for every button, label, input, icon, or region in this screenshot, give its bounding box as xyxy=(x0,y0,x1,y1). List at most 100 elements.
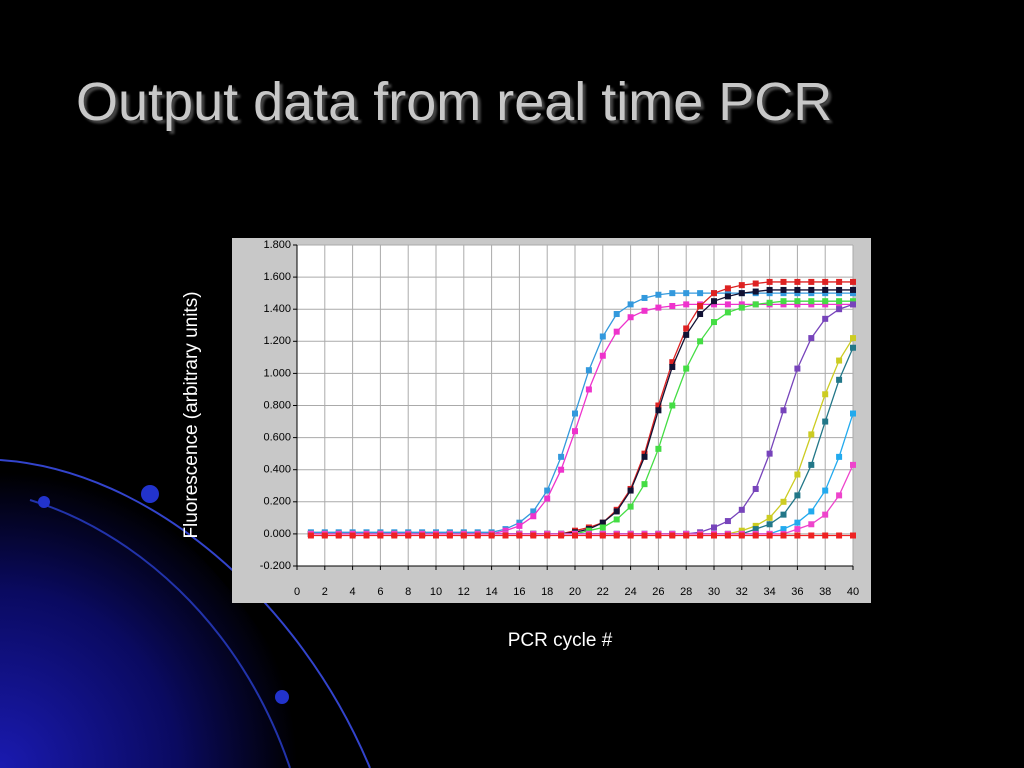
data-point xyxy=(683,301,690,308)
data-point xyxy=(836,298,843,305)
data-point xyxy=(808,431,815,438)
x-tick-label: 32 xyxy=(736,586,748,598)
data-point xyxy=(655,445,662,452)
x-tick-label: 10 xyxy=(430,586,442,598)
data-point xyxy=(808,286,815,293)
data-point xyxy=(474,532,481,539)
data-point xyxy=(766,532,773,539)
data-point xyxy=(724,518,731,525)
data-point xyxy=(669,302,676,309)
data-point xyxy=(363,532,370,539)
data-point xyxy=(808,508,815,515)
data-point xyxy=(794,278,801,285)
data-point xyxy=(572,532,578,539)
y-tick-label: 1.000 xyxy=(263,367,291,379)
data-point xyxy=(641,307,648,314)
data-point xyxy=(808,298,815,305)
data-point xyxy=(780,511,787,518)
data-point xyxy=(669,290,676,297)
data-point xyxy=(850,290,856,297)
data-point xyxy=(683,532,690,539)
x-tick-label: 34 xyxy=(763,586,775,598)
data-point xyxy=(683,365,690,372)
data-point xyxy=(683,325,690,332)
data-point xyxy=(683,290,690,297)
data-point xyxy=(794,519,801,526)
y-tick-label: 1.400 xyxy=(263,303,291,315)
data-point xyxy=(766,514,773,521)
data-point xyxy=(780,407,787,414)
data-point xyxy=(724,532,731,539)
decor-arc xyxy=(0,459,371,768)
data-point xyxy=(599,519,606,526)
decor-dot xyxy=(275,690,289,704)
x-tick-label: 2 xyxy=(322,586,328,598)
data-point xyxy=(697,338,704,345)
data-point xyxy=(766,286,773,293)
data-point xyxy=(822,290,829,297)
data-point xyxy=(794,532,801,539)
data-point xyxy=(780,286,787,293)
y-tick-label: 0.600 xyxy=(263,432,291,444)
data-point xyxy=(752,280,759,287)
y-axis-label: Fluorescence (arbitrary units) xyxy=(181,291,202,538)
data-point xyxy=(794,298,801,305)
data-point xyxy=(808,532,815,539)
data-point xyxy=(572,410,578,417)
data-point xyxy=(794,301,801,308)
x-tick-label: 40 xyxy=(847,586,859,598)
data-point xyxy=(738,506,745,513)
data-point xyxy=(766,290,773,297)
x-tick-label: 8 xyxy=(405,586,411,598)
x-tick-label: 14 xyxy=(485,586,497,598)
data-point xyxy=(627,301,634,308)
x-tick-label: 16 xyxy=(513,586,525,598)
y-tick-label: 1.600 xyxy=(263,271,291,283)
data-point xyxy=(836,301,843,308)
data-point xyxy=(766,278,773,285)
data-point xyxy=(822,418,829,425)
data-point xyxy=(752,485,759,492)
data-point xyxy=(669,402,676,409)
decor-dot xyxy=(38,496,50,508)
data-point xyxy=(724,301,731,308)
data-point xyxy=(544,487,551,494)
data-point xyxy=(836,376,843,383)
data-point xyxy=(530,513,537,520)
data-point xyxy=(669,359,676,366)
data-point xyxy=(711,290,717,297)
x-tick-label: 6 xyxy=(377,586,383,598)
data-point xyxy=(599,524,606,531)
data-point xyxy=(724,309,731,316)
data-point xyxy=(544,495,551,502)
data-point xyxy=(641,481,648,488)
data-point xyxy=(836,492,843,499)
data-point xyxy=(655,407,662,414)
data-point xyxy=(655,291,662,298)
data-point xyxy=(808,278,815,285)
data-point xyxy=(530,508,537,515)
data-point xyxy=(613,328,620,335)
decor-arc xyxy=(29,499,291,768)
data-point xyxy=(585,367,592,374)
slide-title: Output data from real time PCR xyxy=(76,72,832,132)
data-point xyxy=(738,532,745,539)
data-point xyxy=(627,532,634,539)
data-point xyxy=(641,453,648,460)
y-tick-label: 0.000 xyxy=(263,528,291,540)
data-point xyxy=(850,461,856,468)
data-point xyxy=(711,524,717,531)
data-point xyxy=(405,532,412,539)
x-tick-label: 20 xyxy=(569,586,581,598)
data-point xyxy=(780,498,787,505)
data-point xyxy=(558,453,565,460)
data-point xyxy=(641,294,648,301)
x-axis-label: PCR cycle # xyxy=(508,630,613,651)
data-point xyxy=(655,402,662,409)
data-point xyxy=(836,290,843,297)
data-point xyxy=(738,282,745,289)
data-point xyxy=(599,532,606,539)
data-point xyxy=(808,335,815,342)
